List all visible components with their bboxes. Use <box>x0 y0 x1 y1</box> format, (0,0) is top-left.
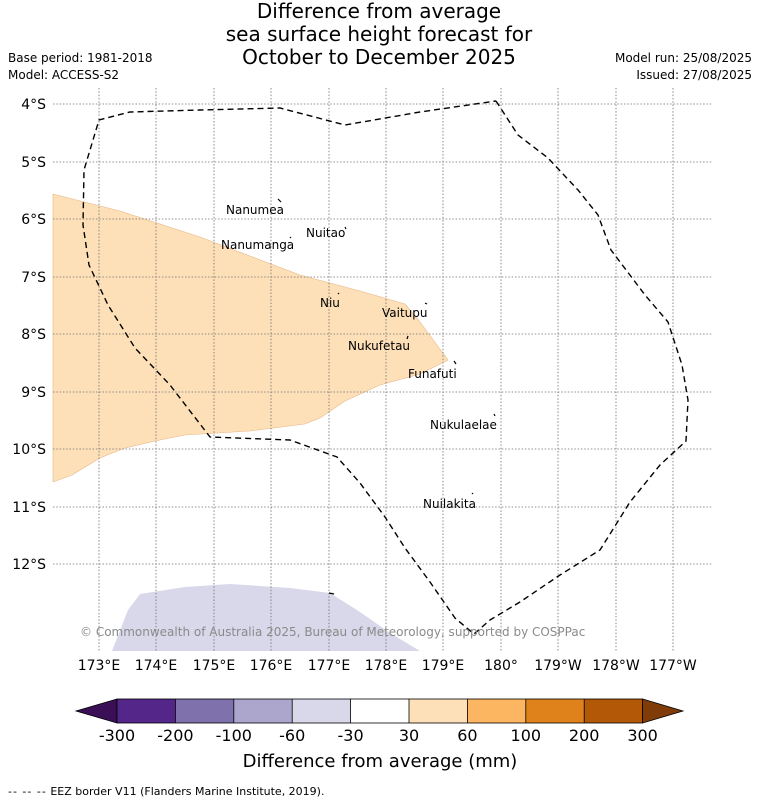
island-label-nanumea: Nanumea <box>226 203 284 217</box>
colorbar-segment <box>233 699 293 723</box>
lon-label: 176°E <box>250 658 293 674</box>
island-labels: Nanumea Nuitao Nanumanga Niu Vaitupu Nuk… <box>221 203 497 511</box>
colorbar-tick-label: -100 <box>216 726 252 745</box>
colorbar-segment <box>292 699 351 723</box>
colorbar-tick-label: 100 <box>511 726 542 745</box>
island-mark-south <box>328 592 335 595</box>
latitude-labels: 4°S 5°S 6°S 7°S 8°S 9°S 10°S 11°S 12°S <box>12 97 46 573</box>
colorbar-segment <box>467 699 526 723</box>
island-label-vaitupu: Vaitupu <box>382 306 428 320</box>
base-info: Base period: 1981-2018 Model: ACCESS-S2 <box>8 50 153 84</box>
lat-label: 4°S <box>21 97 46 113</box>
map-title: Difference from average sea surface heig… <box>0 0 758 69</box>
island-mark-nuitao <box>344 226 347 230</box>
island-mark-nukufetau <box>406 335 409 340</box>
island-label-nuitao: Nuitao <box>306 226 345 240</box>
title-line-3: October to December 2025 <box>242 45 516 69</box>
colorbar-segment <box>409 699 468 723</box>
title-line-2: sea surface height forecast for <box>225 22 533 46</box>
lat-label: 12°S <box>12 557 46 573</box>
island-mark-niu <box>337 292 340 295</box>
lat-label: 8°S <box>21 327 46 343</box>
island-label-nukufetau: Nukufetau <box>348 339 410 353</box>
lon-label: 177°W <box>649 658 697 674</box>
lon-label: 179°E <box>422 658 465 674</box>
colorbar-tick-label: 200 <box>569 726 600 745</box>
model-name: Model: ACCESS-S2 <box>8 68 120 82</box>
island-label-nuilakita: Nuilakita <box>423 497 476 511</box>
island-mark-nanumea <box>277 198 282 203</box>
lat-label: 6°S <box>21 212 46 228</box>
colorbar-tick-label: 300 <box>627 726 658 745</box>
island-label-nukulaelae: Nukulaelae <box>430 418 497 432</box>
lat-label: 11°S <box>12 500 46 516</box>
lon-label: 177°E <box>308 658 351 674</box>
lon-label: 173°E <box>78 658 121 674</box>
lon-label: 175°E <box>193 658 236 674</box>
lon-label: 178°W <box>592 658 640 674</box>
colorbar-tick-label: 60 <box>457 726 477 745</box>
run-info: Model run: 25/08/2025 Issued: 27/08/2025 <box>615 50 752 84</box>
colorbar-tick-label: 30 <box>399 726 419 745</box>
colorbar: -300 -200 -100 -60 -30 30 60 100 200 300… <box>74 698 685 772</box>
lat-label: 9°S <box>21 385 46 401</box>
lon-label: 179°W <box>534 658 582 674</box>
island-mark-nuilakita <box>471 492 474 495</box>
island-mark-nanumanga <box>289 236 292 239</box>
colorbar-segment <box>175 699 234 723</box>
colorbar-frame <box>116 698 643 724</box>
lon-label: 174°E <box>135 658 178 674</box>
island-mark-funafuti <box>453 360 457 365</box>
lat-label: 5°S <box>21 155 46 171</box>
lat-label: 10°S <box>12 442 46 458</box>
model-run: Model run: 25/08/2025 <box>614 51 752 65</box>
graticule <box>53 88 713 651</box>
colorbar-ticks: -300 -200 -100 -60 -30 30 60 100 200 300 <box>99 726 658 745</box>
colorbar-segment <box>584 699 643 723</box>
colorbar-segment <box>350 699 409 723</box>
lat-label: 7°S <box>21 270 46 286</box>
colorbar-segment <box>525 699 585 723</box>
island-label-nanumanga: Nanumanga <box>221 238 294 252</box>
eez-legend: -- -- -- EEZ border V11 (Flanders Marine… <box>8 785 324 798</box>
eez-legend-text: EEZ border V11 (Flanders Marine Institut… <box>50 785 325 798</box>
colorbar-tick-label: -300 <box>99 726 135 745</box>
lon-label: 178°E <box>365 658 408 674</box>
map-panel: Nanumea Nuitao Nanumanga Niu Vaitupu Nuk… <box>52 88 713 651</box>
positive-anomaly-region <box>52 193 449 483</box>
colorbar-tick-label: -30 <box>338 726 364 745</box>
island-mark-nukulaelae <box>493 413 496 417</box>
island-label-niu: Niu <box>320 296 340 310</box>
colorbar-extend-high <box>642 698 685 724</box>
negative-anomaly-region <box>112 584 420 651</box>
longitude-labels: 173°E 174°E 175°E 176°E 177°E 178°E 179°… <box>78 658 697 674</box>
island-mark-vaitupu <box>424 302 428 305</box>
title-line-1: Difference from average <box>256 0 502 23</box>
colorbar-tick-label: -200 <box>157 726 193 745</box>
issued-date: Issued: 27/08/2025 <box>636 68 752 82</box>
colorbar-segment <box>117 699 176 723</box>
eez-border <box>82 100 689 635</box>
copyright-notice: © Commonwealth of Australia 2025, Bureau… <box>80 625 585 639</box>
island-marks <box>277 198 496 595</box>
eez-legend-symbol: -- -- -- <box>8 785 47 798</box>
island-label-funafuti: Funafuti <box>408 367 457 381</box>
lon-label: 180° <box>484 658 518 674</box>
colorbar-tick-label: -60 <box>279 726 305 745</box>
colorbar-label: Difference from average (mm) <box>243 751 518 772</box>
colorbar-extend-low <box>74 698 118 724</box>
base-period: Base period: 1981-2018 <box>8 51 153 65</box>
